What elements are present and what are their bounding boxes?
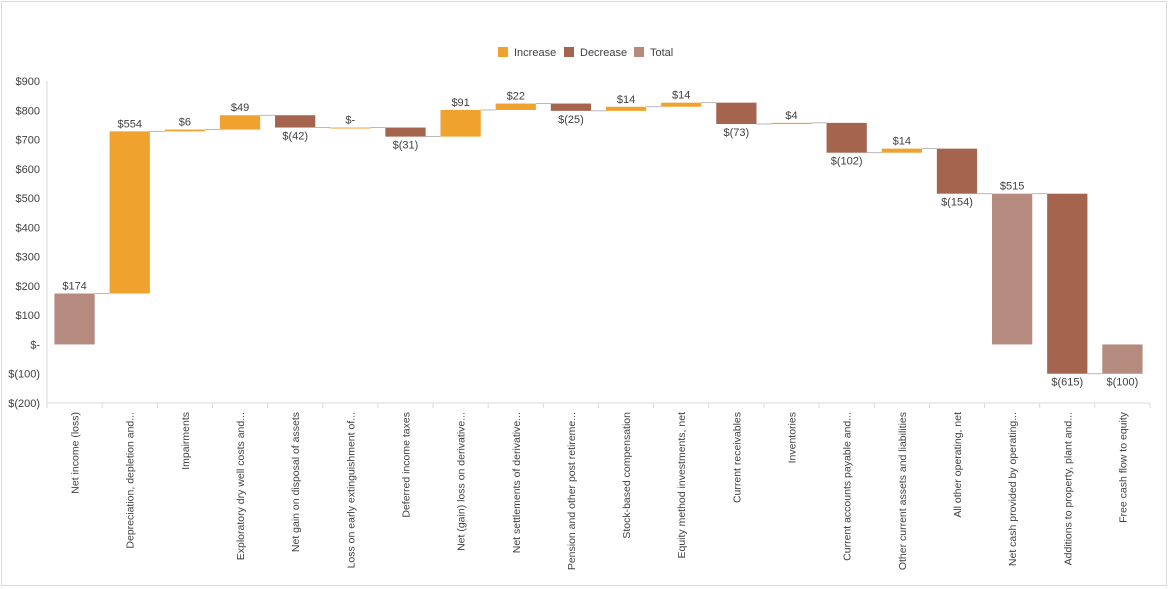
data-label: $554: [117, 118, 141, 130]
connectors: [94, 102, 1103, 375]
bar-increase: [219, 115, 261, 130]
category-label: Free cash flow to equity: [1117, 411, 1129, 523]
legend-swatch-increase: [498, 47, 508, 57]
bar-total: [991, 193, 1033, 345]
legend-label-total: Total: [650, 47, 673, 59]
y-tick-label: $500: [16, 193, 40, 205]
category-label: Equity method investments, net: [676, 412, 688, 559]
category-label: Pension and other post retireme...: [566, 412, 578, 570]
category-label: Net (gain) loss on derivative...: [456, 412, 468, 551]
data-label: $(25): [558, 114, 584, 126]
y-tick-label: $900: [16, 76, 40, 88]
category-label: Impairments: [180, 412, 192, 470]
y-tick-label: $200: [16, 281, 40, 293]
legend-label-increase: Increase: [514, 47, 556, 59]
data-label: $(102): [831, 156, 863, 168]
y-tick-label: $100: [16, 310, 40, 322]
bar-decrease: [550, 103, 592, 111]
bar-total: [1102, 344, 1143, 374]
axes: $(200) $(100) $- $100 $200 $300 $400 $500 $600 $7…: [8, 76, 1151, 410]
category-label: Current receivables: [731, 412, 743, 503]
data-label: $14: [672, 90, 690, 102]
y-tick-label: $700: [16, 135, 40, 147]
category-label: Additions to property, plant and...: [1062, 412, 1074, 565]
data-label: $14: [617, 94, 635, 106]
data-label: $-: [345, 115, 355, 127]
data-label: $49: [231, 102, 249, 114]
y-tick-label: $-: [30, 339, 40, 351]
category-label: Stock-based compensation: [621, 412, 633, 539]
category-label: Loss on early extinguishment of...: [345, 412, 357, 568]
category-label: Net settlements of derivative...: [511, 412, 523, 553]
y-tick-label: $(200): [8, 398, 40, 410]
bar-increase: [881, 148, 922, 153]
category-labels: Net income (loss) Depreciation, depletion…: [70, 411, 1130, 570]
category-label: Net cash provided by operating...: [1007, 412, 1019, 566]
bars: [54, 102, 1143, 374]
category-label: Net gain on disposal of assets: [290, 412, 302, 552]
legend-swatch-decrease: [564, 47, 574, 57]
bar-total: [54, 293, 95, 345]
bar-increase: [164, 129, 206, 132]
category-label: Other current assets and liabilities: [897, 412, 909, 570]
data-label: $(73): [724, 127, 750, 139]
bar-increase: [661, 102, 702, 107]
bar-increase: [109, 131, 150, 294]
data-label: $515: [1000, 181, 1024, 193]
bar-increase: [330, 127, 371, 129]
data-label: $(31): [393, 140, 419, 152]
y-tick-label: $400: [16, 222, 40, 234]
category-label: All other operating, net: [952, 412, 964, 518]
bar-increase: [771, 122, 812, 125]
data-label: $(100): [1107, 377, 1139, 389]
data-label: $(154): [941, 197, 973, 209]
bar-decrease: [716, 102, 757, 125]
data-label: $174: [62, 281, 86, 293]
category-label: Deferred income taxes: [400, 412, 412, 518]
category-label: Exploratory dry well costs and...: [235, 412, 247, 560]
bar-increase: [495, 103, 536, 110]
y-tick-label: $300: [16, 252, 40, 264]
data-labels: $174 $554 $6 $49 $(42) $- $(31) $91 $22 $(25) $14 $…: [62, 90, 1138, 389]
category-label: Inventories: [787, 412, 799, 463]
category-label: Current accounts payable and...: [842, 412, 854, 561]
data-label: $6: [179, 117, 191, 129]
bar-decrease: [936, 148, 978, 194]
data-label: $14: [893, 136, 911, 148]
bar-decrease: [385, 127, 426, 137]
bar-increase: [605, 106, 647, 111]
data-label: $22: [507, 91, 525, 103]
data-label: $4: [785, 110, 797, 122]
y-tick-label: $(100): [8, 369, 40, 381]
legend: Increase Decrease Total: [498, 47, 673, 59]
bar-decrease: [1047, 193, 1088, 374]
data-label: $91: [451, 97, 469, 109]
bar-increase: [440, 109, 481, 137]
legend-label-decrease: Decrease: [580, 47, 627, 59]
data-label: $(615): [1051, 377, 1083, 389]
category-label: Net income (loss): [70, 412, 82, 494]
legend-swatch-total: [634, 47, 644, 57]
data-label: $(42): [282, 131, 308, 143]
y-tick-label: $600: [16, 164, 40, 176]
y-tick-label: $800: [16, 105, 40, 117]
category-label: Depreciation, depletion and...: [125, 412, 137, 549]
bar-decrease: [275, 115, 316, 128]
bar-decrease: [826, 122, 867, 153]
